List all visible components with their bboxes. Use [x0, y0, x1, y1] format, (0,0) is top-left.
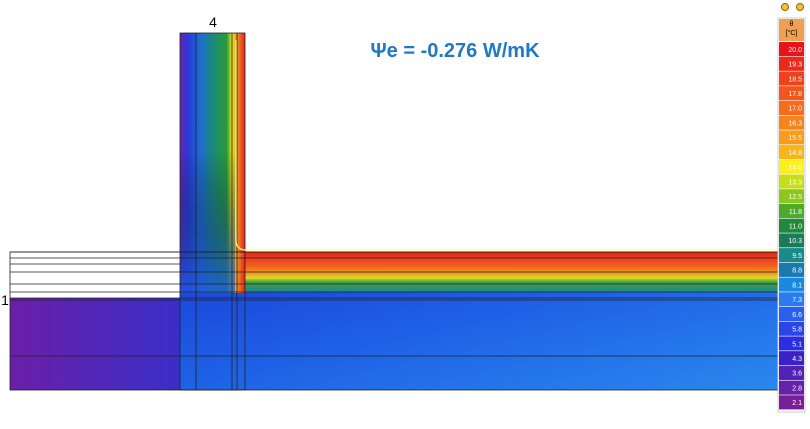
column-shade	[180, 150, 235, 293]
legend-swatch	[779, 292, 804, 307]
legend-swatch	[779, 380, 804, 395]
result: Ψe = -0.276 W/mK	[370, 40, 540, 62]
region	[10, 298, 180, 390]
legend-swatch	[779, 42, 804, 57]
legend-swatch	[779, 218, 804, 233]
legend-swatch	[779, 71, 804, 86]
legend-swatch	[779, 189, 804, 204]
legend-swatch	[779, 351, 804, 366]
legend-label: 17.8	[788, 91, 802, 98]
legend-label: 4.3	[792, 356, 802, 363]
legend-label: 17.0	[788, 106, 802, 113]
legend-label: 11.8	[789, 209, 802, 216]
legend-swatch	[779, 336, 804, 351]
legend-label: 14.8	[788, 150, 802, 157]
node-label: 4	[209, 14, 217, 30]
legend-swatch	[779, 321, 804, 336]
legend-label: 14.0	[788, 165, 802, 172]
legend-swatch	[779, 262, 804, 277]
legend-label: 5.1	[792, 341, 802, 348]
legend-swatch	[779, 203, 804, 219]
legend-swatch	[779, 277, 804, 292]
legend-label: 5.8	[792, 327, 802, 334]
legend-symbol: θ	[790, 21, 794, 28]
legend-label: 20.0	[788, 47, 802, 54]
legend-label: 10.3	[788, 238, 802, 245]
legend-swatch	[779, 86, 804, 101]
legend-swatch	[779, 56, 804, 71]
zoom-icons	[781, 3, 804, 11]
legend-label: 19.3	[788, 62, 802, 69]
legend-swatch	[779, 145, 804, 160]
legend-swatch	[779, 115, 804, 130]
legend-label: 2.1	[792, 400, 802, 407]
legend-label: 11.0	[789, 224, 802, 231]
legend-label: 12.5	[788, 194, 802, 201]
legend-label: 2.8	[792, 385, 802, 392]
legend-unit: [°C]	[786, 29, 798, 37]
model	[9, 32, 779, 391]
legend-label: 3.6	[792, 371, 802, 378]
legend-swatch	[779, 130, 804, 145]
legend-swatch	[779, 395, 804, 410]
legend-label: 16.3	[788, 120, 802, 127]
legend-swatch	[779, 306, 804, 322]
legend-label: 6.6	[792, 312, 802, 319]
legend-swatch	[779, 174, 804, 189]
legend-swatch	[779, 100, 804, 115]
node-label: 1	[1, 292, 9, 308]
legend-label: 18.5	[788, 76, 802, 83]
legend-label: 8.8	[792, 268, 802, 275]
zoom-out[interactable]	[796, 3, 804, 11]
legend: θ [°C] 20.0 19.3 18.5 17.8 17.0 16.3 15.5 14.8 1…	[777, 17, 806, 413]
legend-swatch	[779, 365, 804, 380]
zoom-in[interactable]	[781, 3, 789, 11]
legend-swatch	[779, 159, 804, 174]
legend-label: 15.5	[788, 135, 802, 142]
legend-label: 13.3	[788, 179, 802, 186]
legend-swatch	[779, 233, 804, 248]
legend-header	[779, 19, 804, 41]
legend-swatch	[779, 248, 804, 263]
legend-label: 9.5	[792, 253, 802, 260]
legend-label: 8.1	[792, 282, 802, 289]
legend-label: 7.3	[792, 297, 802, 304]
